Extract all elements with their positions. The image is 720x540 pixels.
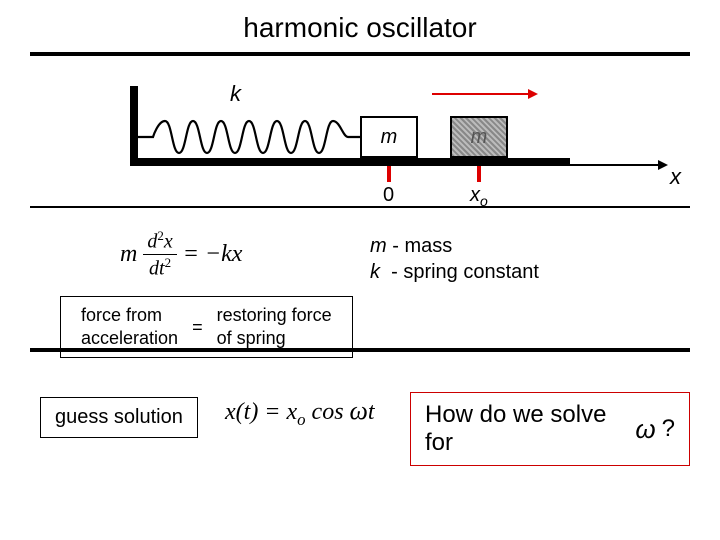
force-col2-l2: of spring <box>211 328 338 349</box>
x-axis-arrow-icon <box>570 158 670 172</box>
legend-mass: m - mass <box>370 233 539 259</box>
mass-block: m <box>360 116 418 158</box>
k-label: k <box>230 81 241 107</box>
variable-legend: m - mass k - spring constant <box>370 233 539 285</box>
xo-tick <box>477 166 481 182</box>
origin-label: 0 <box>383 184 394 207</box>
xo-label: xo <box>470 184 488 209</box>
eq-fraction: d2x dt2 <box>143 228 176 280</box>
mass-block-displaced: m <box>450 116 508 158</box>
floor <box>130 158 570 166</box>
origin-tick <box>387 166 391 182</box>
spring-icon <box>138 116 360 158</box>
wall <box>130 86 138 166</box>
page-title: harmonic oscillator <box>0 0 720 52</box>
force-description-box: force from = restoring force acceleratio… <box>60 296 353 358</box>
eq-denominator: dt2 <box>145 255 175 281</box>
trial-solution-equation: x(t) = xo cos ωt <box>225 396 375 430</box>
eq-m: m <box>120 241 137 268</box>
force-col2-l1: restoring force <box>211 305 338 326</box>
solve-omega-box: How do we solve for ω ? <box>410 392 690 466</box>
solve-q: ? <box>662 415 675 443</box>
guess-solution-box: guess solution <box>40 397 198 438</box>
x-axis-label: x <box>670 164 681 190</box>
equation-section: m d2x dt2 = −kx m - mass k - spring cons… <box>30 208 690 348</box>
force-eq: = <box>186 305 209 349</box>
motion-arrow-icon <box>430 86 540 102</box>
force-col1-l1: force from <box>75 305 184 326</box>
eq-rhs: = −kx <box>183 241 243 268</box>
differential-equation: m d2x dt2 = −kx <box>120 228 242 280</box>
solution-section: guess solution x(t) = xo cos ωt How do w… <box>30 352 690 472</box>
eq-numerator: d2x <box>143 228 176 255</box>
solve-text: How do we solve for <box>425 401 629 457</box>
legend-k: k - spring constant <box>370 259 539 285</box>
omega-symbol: ω <box>635 414 655 445</box>
force-col1-l2: acceleration <box>75 328 184 349</box>
spring-mass-diagram: k m m 0 xo x <box>30 56 690 206</box>
